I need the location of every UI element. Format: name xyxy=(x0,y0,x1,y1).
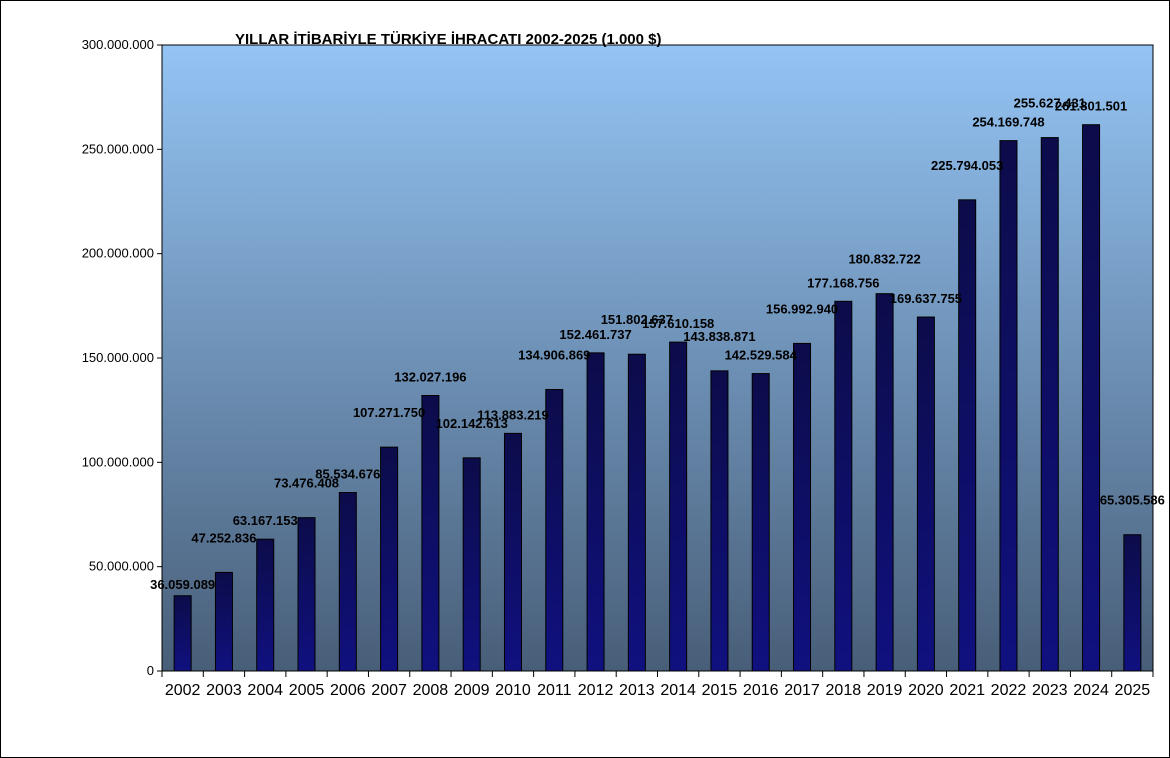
data-label: 47.252.836 xyxy=(191,530,256,545)
x-tick-label: 2021 xyxy=(949,682,985,699)
data-label: 65.305.586 xyxy=(1100,493,1165,508)
x-tick-label: 2014 xyxy=(660,682,696,699)
x-tick-label: 2025 xyxy=(1115,682,1151,699)
x-tick-label: 2015 xyxy=(702,682,738,699)
data-label: 107.271.750 xyxy=(353,405,425,420)
x-tick-label: 2024 xyxy=(1073,682,1109,699)
bar-2002 xyxy=(173,595,192,672)
bars xyxy=(173,124,1142,672)
x-tick-label: 2017 xyxy=(784,682,820,699)
data-label: 63.167.153 xyxy=(233,513,298,528)
data-label: 113.883.219 xyxy=(477,407,549,422)
bar-2024 xyxy=(1082,124,1101,672)
data-label: 151.802.637 xyxy=(601,312,673,327)
bar-2015 xyxy=(710,370,729,672)
bar-2019 xyxy=(875,293,894,672)
x-axis: 2002 2003 2004 2005 2006 2007 2008 2009 2010 2011… xyxy=(161,671,1154,699)
bar-2020 xyxy=(916,316,935,672)
x-tick-label: 2022 xyxy=(991,682,1027,699)
y-tick-label: 250.000.000 xyxy=(82,141,154,156)
bar-2012 xyxy=(586,352,605,672)
bar-2007 xyxy=(380,446,399,672)
data-label: 143.838.871 xyxy=(683,329,755,344)
bar-2013 xyxy=(627,353,646,672)
data-label: 169.637.755 xyxy=(890,291,962,306)
x-tick-label: 2010 xyxy=(495,682,531,699)
x-tick-label: 2002 xyxy=(165,682,201,699)
bar-2010 xyxy=(503,432,522,672)
x-tick-label: 2004 xyxy=(247,682,283,699)
bar-2016 xyxy=(751,373,770,672)
x-tick-label: 2006 xyxy=(330,682,366,699)
x-tick-label: 2020 xyxy=(908,682,944,699)
data-label: 180.832.722 xyxy=(848,252,920,267)
data-label: 261.801.501 xyxy=(1055,99,1127,114)
data-label: 36.059.089 xyxy=(150,577,215,592)
bar-2008 xyxy=(421,395,440,672)
data-label: 152.461.737 xyxy=(559,327,631,342)
data-label: 142.529.584 xyxy=(725,348,798,363)
chart-title: YILLAR İTİBARİYLE TÜRKİYE İHRACATI 2002-… xyxy=(235,31,662,48)
bar-2006 xyxy=(338,492,357,672)
data-label: 73.476.408 xyxy=(274,476,339,491)
y-tick-label: 50.000.000 xyxy=(89,559,154,574)
x-tick-label: 2011 xyxy=(537,682,572,699)
data-label: 132.027.196 xyxy=(394,370,466,385)
bar-2003 xyxy=(214,571,233,672)
bar-2023 xyxy=(1040,137,1059,672)
data-label: 85.534.676 xyxy=(315,467,380,482)
y-tick-label: 0 xyxy=(147,663,154,678)
y-axis: 0 50.000.000 100.000.000 150.000.000 200.000… xyxy=(82,37,162,678)
x-tick-label: 2023 xyxy=(1032,682,1068,699)
x-tick-label: 2019 xyxy=(867,682,903,699)
plot-area xyxy=(161,44,1154,672)
data-label: 177.168.756 xyxy=(807,275,879,290)
bar-2009 xyxy=(462,457,481,672)
data-label: 102.142.613 xyxy=(436,416,508,431)
data-label: 225.794.053 xyxy=(931,158,1003,173)
x-tick-label: 2016 xyxy=(743,682,779,699)
x-tick-label: 2003 xyxy=(206,682,242,699)
bar-2005 xyxy=(297,517,316,672)
data-label: 157.610.158 xyxy=(642,316,714,331)
x-tick-label: 2009 xyxy=(454,682,490,699)
bar-2025 xyxy=(1123,534,1142,672)
y-tick-label: 150.000.000 xyxy=(82,350,154,365)
x-tick-label: 2008 xyxy=(413,682,449,699)
bar-2022 xyxy=(999,140,1018,672)
bar-2017 xyxy=(793,342,812,672)
data-label: 255.627.431 xyxy=(1014,96,1086,111)
y-tick-label: 200.000.000 xyxy=(82,246,154,261)
y-tick-label: 300.000.000 xyxy=(82,37,154,52)
bar-2004 xyxy=(256,538,275,672)
data-label: 134.906.869 xyxy=(518,347,590,362)
bar-2021 xyxy=(958,199,977,672)
x-tick-label: 2013 xyxy=(619,682,655,699)
x-tick-label: 2007 xyxy=(371,682,407,699)
y-tick-label: 100.000.000 xyxy=(82,454,154,469)
x-tick-label: 2005 xyxy=(289,682,325,699)
bar-2014 xyxy=(669,341,688,672)
bar-2011 xyxy=(545,388,564,672)
data-labels: 36.059.089 47.252.836 63.167.153 73.476.408… xyxy=(150,96,1165,592)
data-label: 156.992.940 xyxy=(766,301,838,316)
x-tick-label: 2012 xyxy=(578,682,614,699)
data-label: 254.169.748 xyxy=(972,115,1044,130)
x-tick-label: 2018 xyxy=(826,682,862,699)
bar-2018 xyxy=(834,300,853,672)
